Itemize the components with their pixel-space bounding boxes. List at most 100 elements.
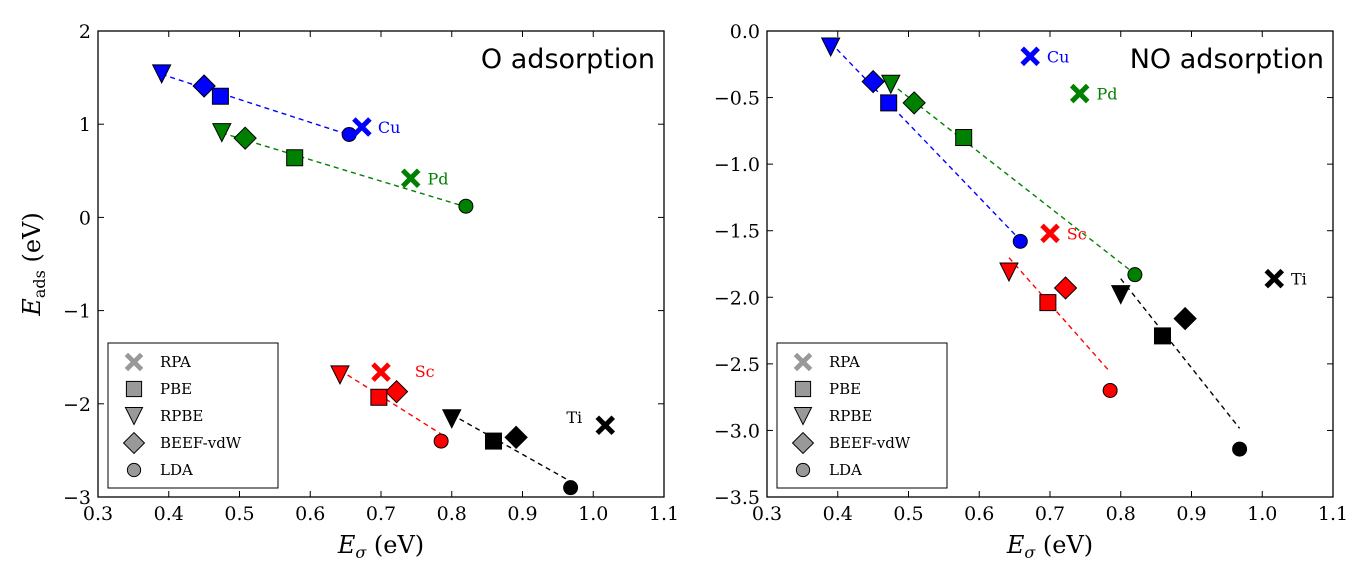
metal-label: Ti bbox=[566, 408, 582, 427]
point-pd-rpa bbox=[400, 168, 421, 189]
point-ti-rpa bbox=[1264, 268, 1285, 289]
metal-label: Cu bbox=[378, 118, 401, 137]
point-cu-beef-vdw bbox=[192, 74, 216, 98]
legend-label: RPA bbox=[160, 353, 191, 371]
series-cu bbox=[151, 64, 372, 142]
legend-marker-x-stroke-b bbox=[793, 352, 813, 372]
legend-label: LDA bbox=[829, 461, 862, 479]
x-tick-label: 0.9 bbox=[507, 503, 537, 525]
point-ti-rpa-stroke-b bbox=[595, 415, 616, 436]
plot-area: 0.3 0.4 0.5 0.6 0.7 0.8 0.9 1.0 1.1 −3 −2 −1 0 1 2 Eσ (… bbox=[18, 21, 679, 562]
x-tick-label: 0.5 bbox=[893, 503, 923, 525]
plot-area: 0.3 0.4 0.5 0.6 0.7 0.8 0.9 1.0 1.1 −3.5 −3.0 −2.5 −… bbox=[714, 21, 1348, 562]
fit-line bbox=[161, 73, 350, 136]
legend-marker-x bbox=[793, 352, 813, 372]
point-pd-rpbe bbox=[881, 74, 901, 95]
y-axis-label: Eads (eV) bbox=[18, 212, 49, 316]
y-tick-label: −2.5 bbox=[714, 354, 760, 376]
legend-marker-circle bbox=[126, 462, 142, 478]
x-axis-label: Eσ (eV) bbox=[337, 531, 424, 562]
y-tick-label: −0.5 bbox=[714, 88, 760, 110]
legend-label: RPA bbox=[829, 353, 860, 371]
point-cu-rpbe bbox=[820, 37, 841, 58]
fit-line bbox=[451, 413, 571, 483]
point-ti-pbe bbox=[1153, 327, 1171, 345]
point-pd-pbe bbox=[286, 149, 304, 167]
x-tick-label: 0.9 bbox=[1176, 503, 1206, 525]
x-tick-label: 1.0 bbox=[1247, 503, 1277, 525]
y-tick-label: 1 bbox=[79, 114, 91, 136]
metal-label: Pd bbox=[1096, 85, 1117, 104]
point-pd-rpa-stroke-b bbox=[1069, 83, 1090, 104]
point-ti-beef-vdw bbox=[1173, 306, 1197, 331]
point-sc-lda bbox=[433, 433, 449, 449]
legend-label: BEEF-vdW bbox=[160, 434, 242, 452]
x-tick-label: 0.8 bbox=[437, 503, 467, 525]
legend-marker-x-stroke-b bbox=[124, 352, 144, 372]
x-tick-label: 0.6 bbox=[964, 503, 994, 525]
x-axis-subscript: σ bbox=[355, 543, 367, 562]
x-axis-unit: (eV) bbox=[1035, 531, 1093, 559]
legend: RPA PBE RPBE BEEF-vdW LDA bbox=[776, 342, 948, 489]
x-tick-label: 0.8 bbox=[1106, 503, 1136, 525]
y-tick-label: −1.5 bbox=[714, 221, 760, 243]
point-sc-pbe bbox=[1039, 294, 1057, 312]
series-ti bbox=[441, 409, 616, 496]
panel-title: NO adsorption bbox=[1130, 44, 1324, 75]
point-sc-rpa-stroke-b bbox=[1040, 223, 1060, 244]
point-sc-rpbe bbox=[999, 262, 1019, 283]
x-axis-symbol: E bbox=[1006, 531, 1025, 559]
x-tick-label: 0.6 bbox=[295, 503, 325, 525]
y-tick-label: −1.0 bbox=[714, 154, 760, 176]
y-tick-label: −3.0 bbox=[714, 420, 760, 442]
metal-label: Sc bbox=[1067, 224, 1087, 243]
point-pd-lda bbox=[458, 198, 474, 214]
point-ti-lda bbox=[1232, 441, 1248, 457]
legend-marker-square bbox=[794, 380, 812, 398]
point-sc-rpa bbox=[371, 362, 391, 382]
series-cu bbox=[820, 37, 1040, 249]
point-cu-rpa-stroke-b bbox=[1020, 46, 1040, 67]
point-cu-rpa bbox=[352, 117, 372, 137]
legend-marker-diamond bbox=[122, 431, 146, 455]
fit-line bbox=[221, 132, 467, 208]
x-axis-unit: (eV) bbox=[366, 531, 424, 559]
metal-label: Cu bbox=[1047, 47, 1070, 66]
point-cu-rpa-stroke-b bbox=[352, 117, 372, 137]
legend-marker-triangle bbox=[124, 406, 144, 426]
point-sc-rpa bbox=[1040, 223, 1060, 244]
point-ti-rpbe bbox=[1110, 285, 1131, 305]
legend-marker-square bbox=[125, 380, 143, 398]
x-tick-label: 0.7 bbox=[366, 503, 396, 525]
fit-line bbox=[1008, 257, 1111, 373]
x-tick-label: 0.3 bbox=[752, 503, 782, 525]
point-ti-rpa-stroke-b bbox=[1264, 268, 1285, 289]
point-pd-beef-vdw bbox=[233, 126, 257, 150]
point-ti-lda bbox=[563, 480, 579, 496]
point-ti-rpa bbox=[595, 415, 616, 436]
point-cu-rpa bbox=[1020, 46, 1040, 67]
point-cu-lda bbox=[1012, 233, 1028, 249]
legend-marker-triangle bbox=[793, 406, 813, 426]
series-sc bbox=[999, 223, 1118, 398]
point-ti-pbe bbox=[484, 432, 502, 450]
point-cu-beef-vdw bbox=[861, 69, 885, 94]
point-sc-beef-vdw bbox=[1053, 276, 1078, 300]
legend-label: RPBE bbox=[829, 407, 872, 425]
legend-label: LDA bbox=[160, 461, 193, 479]
x-tick-label: 1.0 bbox=[578, 503, 608, 525]
point-ti-beef-vdw bbox=[504, 425, 528, 450]
x-axis-subscript: σ bbox=[1024, 543, 1036, 562]
x-axis-label: Eσ (eV) bbox=[1006, 531, 1093, 562]
y-tick-label: 2 bbox=[79, 21, 91, 43]
legend: RPA PBE RPBE BEEF-vdW LDA bbox=[107, 342, 279, 489]
legend-marker-x bbox=[124, 352, 144, 372]
point-pd-beef-vdw bbox=[902, 91, 926, 115]
legend-marker-circle bbox=[795, 462, 811, 478]
y-axis-symbol: E bbox=[18, 298, 46, 317]
legend-label: PBE bbox=[829, 380, 861, 398]
x-tick-label: 0.4 bbox=[823, 503, 853, 525]
y-tick-label: 0.0 bbox=[730, 21, 760, 43]
legend-label: PBE bbox=[160, 380, 192, 398]
y-tick-label: −3.5 bbox=[714, 487, 760, 509]
